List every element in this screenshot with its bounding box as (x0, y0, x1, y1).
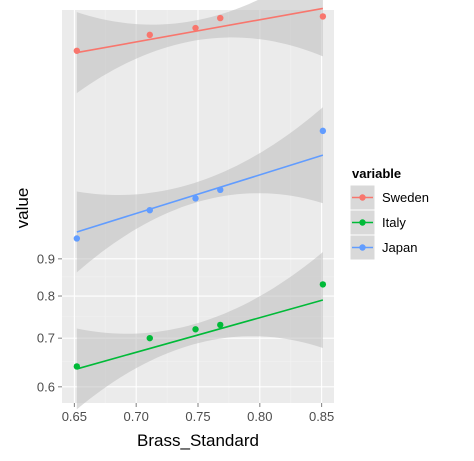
x-tick-label: 0.80 (247, 409, 272, 424)
legend-label: Italy (382, 215, 406, 230)
data-point (319, 13, 327, 20)
data-point (73, 363, 81, 370)
x-axis-title: Brass_Standard (137, 431, 259, 450)
data-point (146, 206, 153, 214)
data-point (319, 281, 327, 288)
y-tick-label: 0.6 (37, 379, 55, 394)
legend-key-point (359, 219, 366, 226)
data-point (217, 14, 224, 22)
data-point (146, 31, 153, 39)
data-points (73, 13, 327, 370)
fit-lines (76, 7, 324, 370)
fit-line (76, 7, 324, 54)
legend-key-point (359, 194, 366, 201)
y-tick-label: 0.8 (37, 289, 55, 304)
data-point (73, 47, 81, 54)
fit-line (76, 154, 324, 233)
x-tick-label: 0.85 (309, 409, 334, 424)
data-point (319, 127, 327, 135)
data-point (217, 321, 224, 329)
x-tick-label: 0.70 (124, 409, 149, 424)
x-tick-label: 0.65 (62, 409, 87, 424)
confidence-bands (76, 0, 323, 410)
data-point (192, 24, 199, 32)
legend-key-point (359, 244, 366, 251)
y-axis-ticks: 0.6 0.7 0.8 0.9 (37, 251, 62, 394)
legend-label: Sweden (382, 190, 429, 205)
legend-label: Japan (382, 240, 417, 255)
y-axis-title: value (13, 188, 32, 229)
data-point (146, 334, 153, 342)
y-tick-label: 0.9 (37, 251, 55, 266)
data-point (217, 186, 224, 194)
x-tick-label: 0.75 (185, 409, 210, 424)
y-tick-label: 0.7 (37, 331, 55, 346)
data-point (192, 326, 199, 333)
data-point (73, 235, 81, 242)
data-point (192, 195, 199, 202)
confidence-band (76, 0, 323, 94)
x-axis-ticks: 0.65 0.70 0.75 0.80 0.85 (62, 403, 334, 424)
legend-title: variable (352, 166, 401, 181)
fit-line (76, 299, 324, 370)
legend: variable Sweden Italy Japan (349, 166, 429, 261)
confidence-band (76, 252, 323, 410)
confidence-band (76, 107, 323, 273)
